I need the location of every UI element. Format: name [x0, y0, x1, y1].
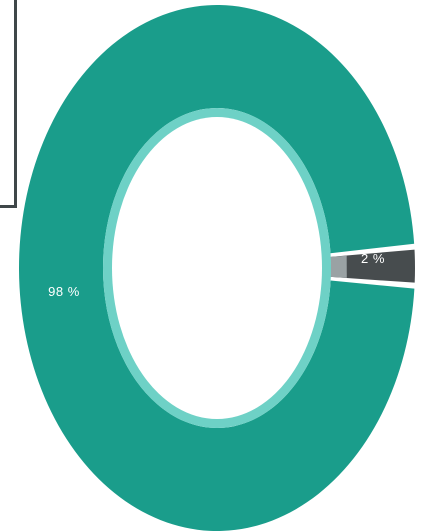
- slice-98: [19, 4, 415, 531]
- label-98: 98 %: [48, 284, 80, 299]
- slice-labels: 98 % 2 %: [48, 251, 385, 299]
- label-2: 2 %: [361, 251, 385, 266]
- donut-hole: [112, 117, 322, 419]
- slice-2-inner-cap: [330, 255, 347, 278]
- slice-2: [330, 249, 415, 283]
- side-bar: [0, 0, 17, 208]
